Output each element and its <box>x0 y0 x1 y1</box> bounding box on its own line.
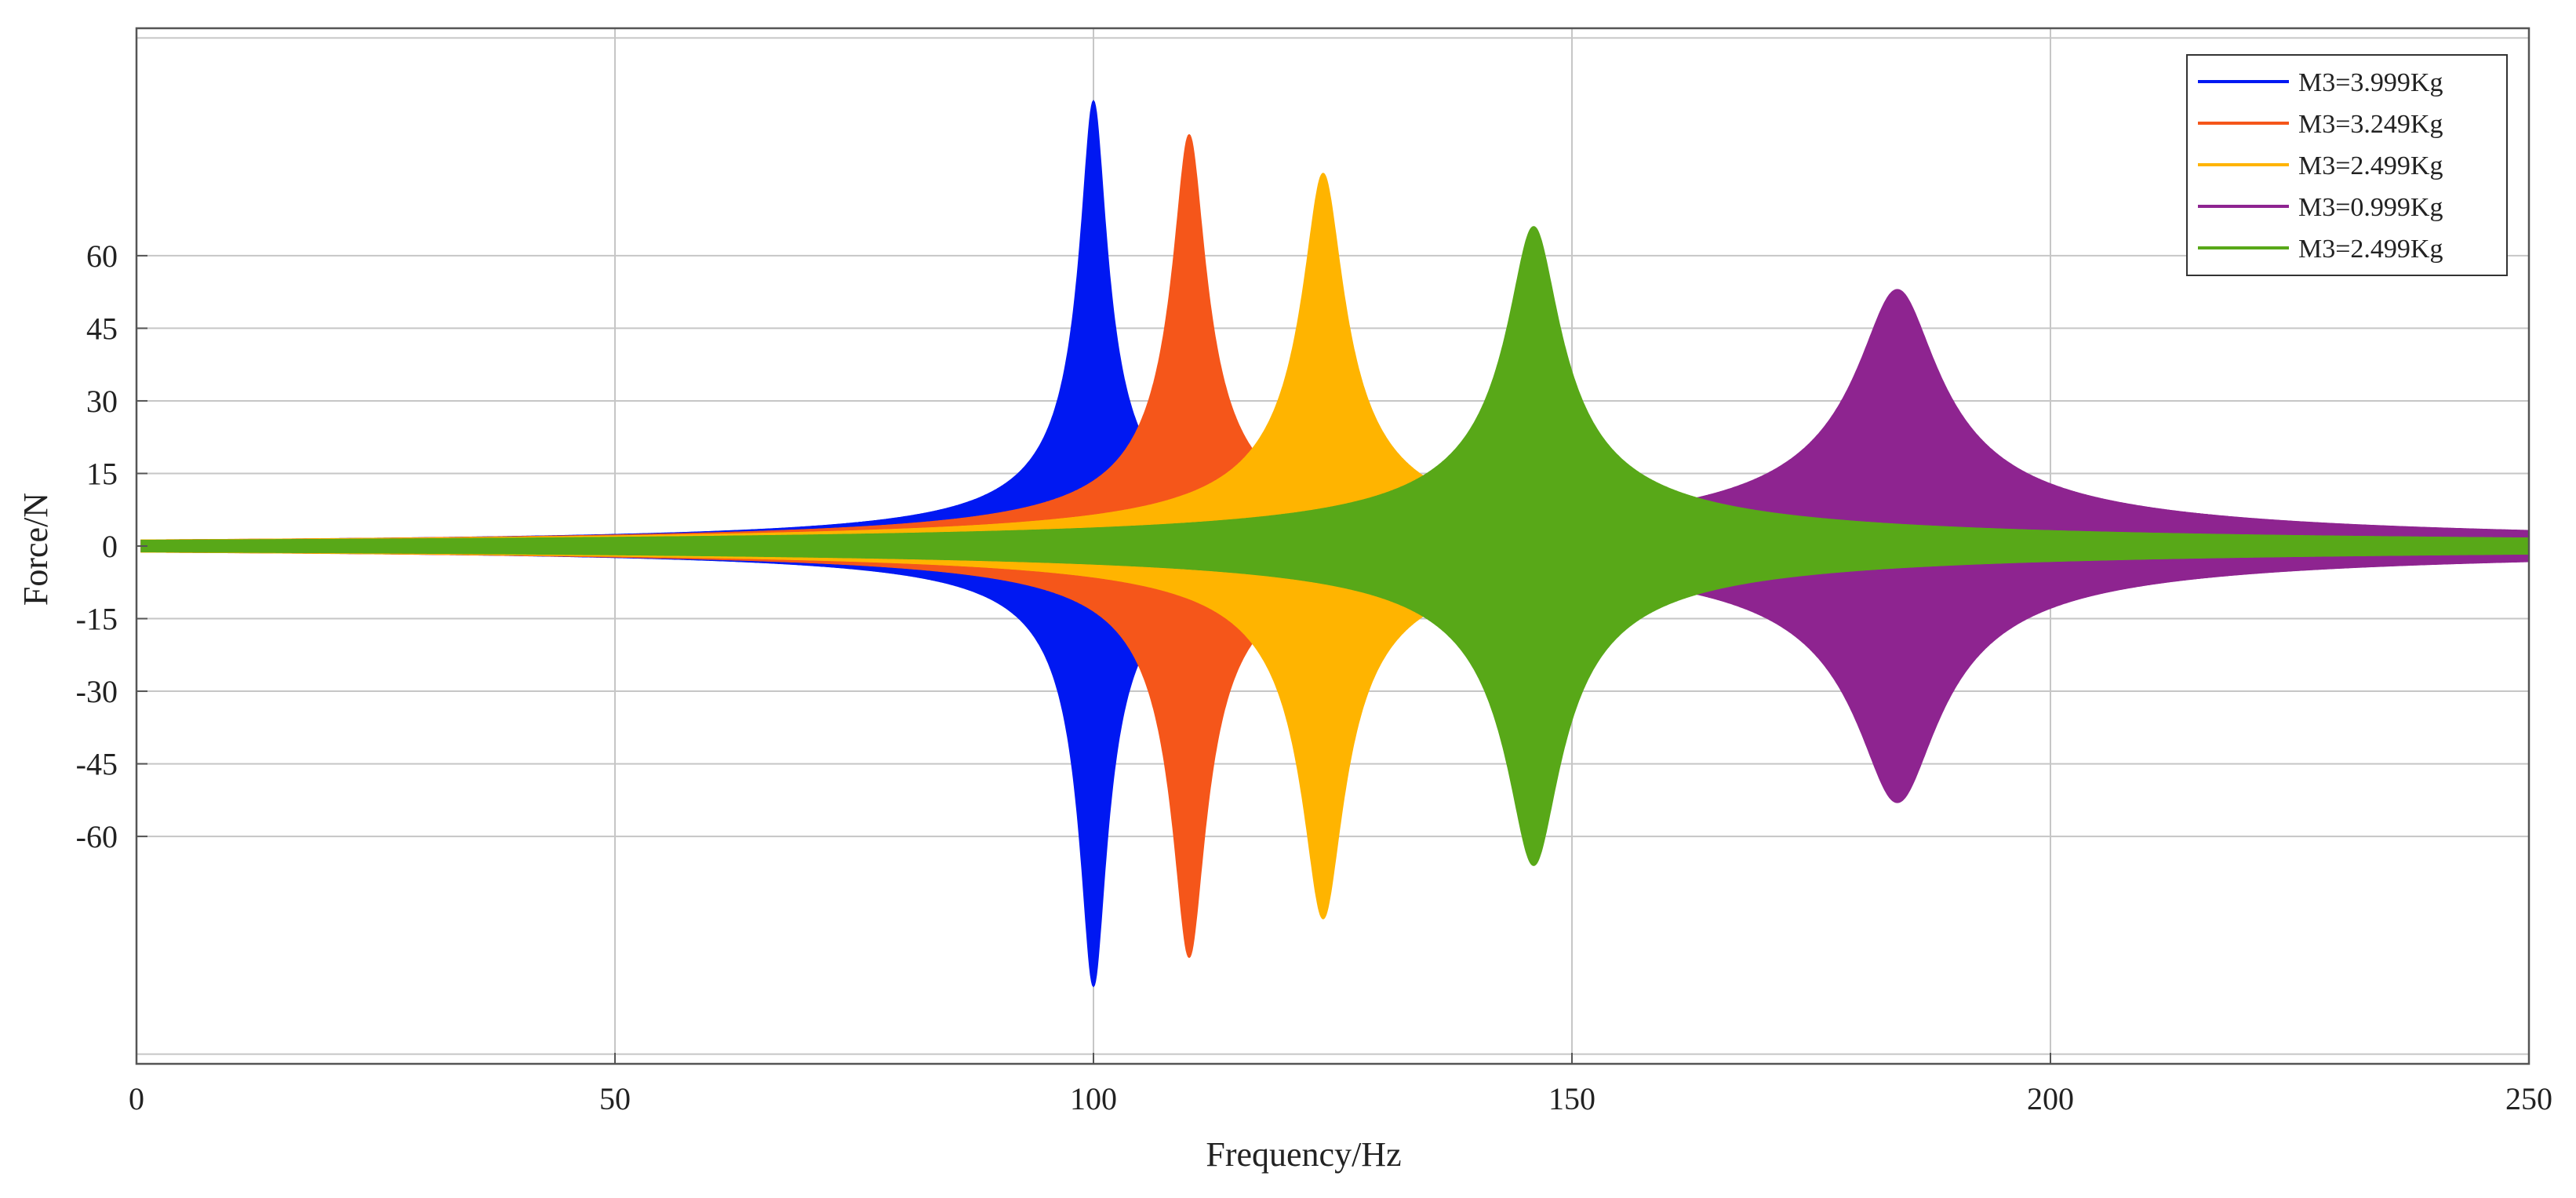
plot-frame <box>135 27 2531 1065</box>
y-tick-label: 60 <box>86 239 118 274</box>
series-layer <box>140 100 2530 988</box>
legend-label: M3=3.999Kg <box>2298 68 2443 97</box>
legend-label: M3=2.499Kg <box>2298 235 2443 264</box>
tick-labels: 0 50 100 150 200 250 -60 -45 -30 -15 0 15 30 45 60 <box>76 239 2552 1116</box>
x-tick-label: 250 <box>2505 1081 2552 1116</box>
x-tick-label: 150 <box>1548 1081 1595 1116</box>
x-tick-label: 200 <box>2027 1081 2074 1116</box>
y-tick-label: 15 <box>86 456 118 491</box>
legend-label: M3=3.249Kg <box>2298 110 2443 139</box>
y-axis-title: Force/N <box>16 493 55 606</box>
y-tick-label: -30 <box>76 674 118 709</box>
y-tick-label: 30 <box>86 384 118 419</box>
legend-label: M3=0.999Kg <box>2298 193 2443 222</box>
x-tick-label: 0 <box>129 1081 144 1116</box>
y-tick-label: -60 <box>76 819 118 854</box>
x-axis-title: Frequency/Hz <box>1206 1135 1401 1174</box>
x-tick-label: 100 <box>1070 1081 1117 1116</box>
y-tick-label: -45 <box>76 747 118 782</box>
y-tick-label: 45 <box>86 311 118 346</box>
y-tick-label: 0 <box>102 529 118 564</box>
legend-label: M3=2.499Kg <box>2298 151 2443 180</box>
x-tick-label: 50 <box>599 1081 631 1116</box>
y-tick-label: -15 <box>76 602 118 637</box>
legend: M3=3.999Kg M3=3.249Kg M3=2.499Kg M3=0.999Kg… <box>2186 54 2508 276</box>
